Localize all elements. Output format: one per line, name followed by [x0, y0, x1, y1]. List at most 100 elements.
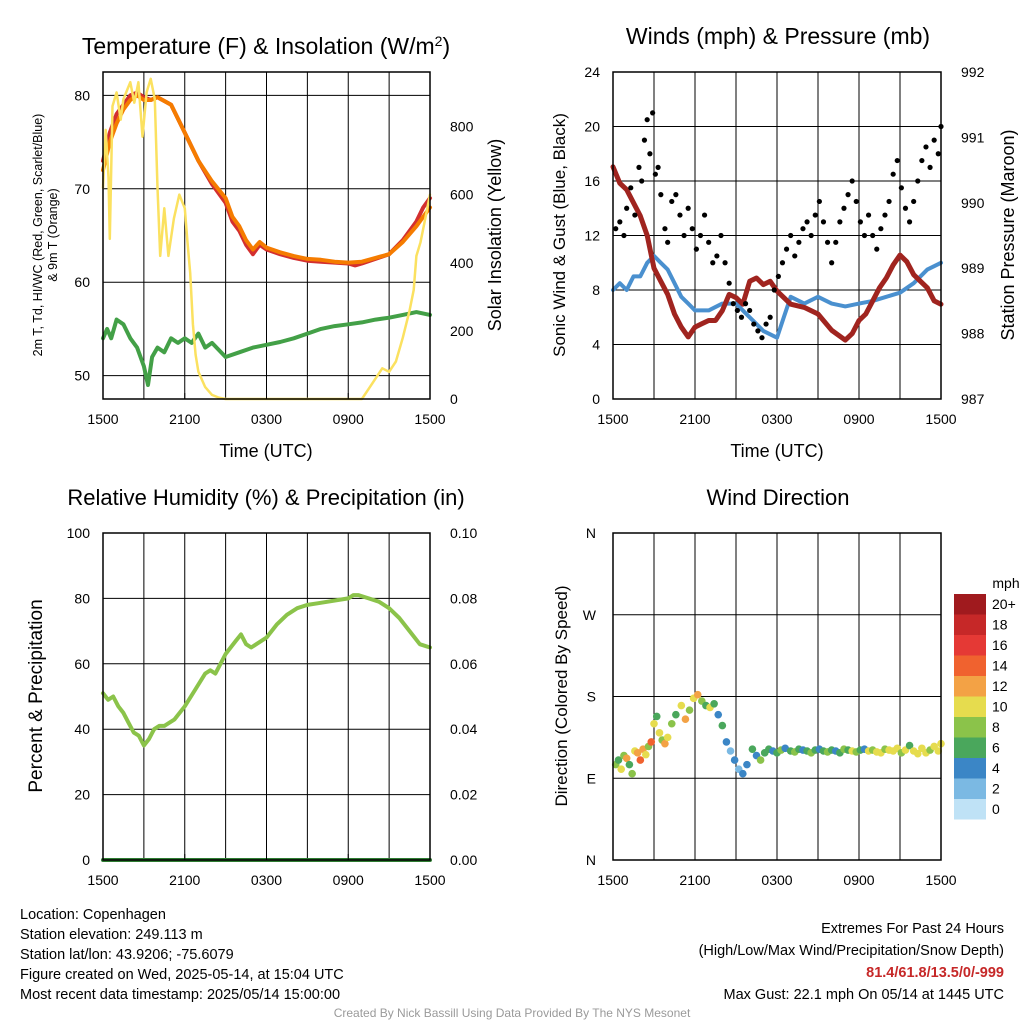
direction-point — [625, 760, 634, 769]
y2-tick-label: 990 — [961, 195, 985, 211]
legend-swatch — [954, 696, 986, 717]
gust-point — [742, 301, 749, 307]
direction-point — [633, 749, 642, 757]
relative-humidity-line — [101, 593, 432, 748]
y2-tick-label: 600 — [450, 187, 474, 203]
direction-point — [650, 719, 658, 728]
y-tick-label: 60 — [74, 656, 90, 672]
direction-point — [672, 710, 680, 719]
y2-tick-label: 988 — [961, 326, 985, 342]
gust-point — [931, 137, 937, 143]
gust-point — [693, 246, 699, 252]
x-tick-label: 1500 — [414, 872, 445, 888]
y2-tick-label: 0.00 — [450, 852, 477, 868]
y-tick-label: E — [587, 770, 596, 786]
gust-point — [632, 212, 638, 218]
legend-label: 18 — [992, 617, 1008, 633]
gust-point — [697, 232, 704, 239]
y-axis-label: Direction (Colored By Speed) — [552, 585, 571, 806]
legend-swatch — [954, 737, 986, 758]
y-tick-label: 80 — [74, 87, 90, 103]
direction-point — [622, 754, 631, 763]
gust-point — [706, 239, 712, 245]
y-tick-label: 100 — [67, 525, 91, 541]
gust-point — [796, 239, 802, 245]
y2-tick-label: 0.06 — [450, 656, 477, 672]
gust-point — [906, 219, 913, 225]
gust-point — [714, 253, 720, 259]
gust-point — [655, 164, 661, 170]
gust-point — [800, 226, 806, 232]
direction-point — [693, 690, 702, 699]
direction-point — [663, 733, 672, 742]
y2-tick-label: 200 — [450, 323, 474, 339]
legend-swatch — [954, 635, 986, 656]
y2-axis-label: Station Pressure (Maroon) — [998, 129, 1018, 340]
y-tick-label: 0 — [592, 391, 600, 407]
gust-point — [685, 205, 691, 211]
legend-label: 8 — [992, 719, 1000, 735]
gust-point — [779, 260, 786, 266]
direction-point — [934, 747, 943, 755]
x-tick-label: 0300 — [251, 872, 282, 888]
y-tick-label: 16 — [584, 173, 600, 189]
y-tick-label: 20 — [74, 787, 90, 803]
legend-title: mph — [992, 575, 1019, 591]
direction-point — [913, 749, 922, 758]
y-tick-label: W — [583, 607, 597, 623]
panel-title-temperature: Temperature (F) & Insolation (W/m2) — [82, 33, 450, 59]
gust-point — [726, 280, 732, 286]
legend-label: 2 — [992, 781, 1000, 797]
station-info: Location: Copenhagen Station elevation: … — [20, 905, 344, 1005]
gust-point — [730, 301, 736, 307]
panel-title-wind-direction: Wind Direction — [706, 485, 849, 510]
direction-point — [714, 710, 723, 719]
gust-point — [673, 192, 679, 198]
gust-point — [639, 178, 645, 184]
extremes-title: Extremes For Past 24 Hours — [821, 921, 1004, 937]
gust-point — [824, 239, 831, 245]
gust-point — [902, 205, 909, 211]
y2-tick-label: 0.02 — [450, 787, 477, 803]
gust-point — [837, 219, 843, 225]
direction-point — [905, 741, 914, 750]
y-tick-label: S — [587, 689, 596, 705]
recent-data-text: Most recent data timestamp: 2025/05/14 1… — [20, 987, 341, 1003]
extremes-box: Extremes For Past 24 Hours (High/Low/Max… — [699, 918, 1004, 1006]
gust-point — [734, 307, 740, 314]
gust-point — [636, 164, 642, 170]
y-tick-label: 24 — [584, 64, 600, 80]
y-tick-label: 60 — [74, 274, 90, 290]
direction-point — [739, 769, 747, 778]
direction-point — [667, 719, 676, 728]
plot-frame — [612, 71, 942, 400]
temperature-panel: Temperature (F) & Insolation (W/m2) 1500… — [31, 33, 505, 461]
gust-point — [658, 192, 664, 198]
y-tick-label: N — [586, 525, 596, 541]
y2-tick-label: 0.04 — [450, 721, 477, 737]
y2-tick-label: 989 — [961, 260, 985, 276]
y2-tick-label: 0.08 — [450, 590, 477, 606]
gust-point — [767, 314, 773, 320]
direction-point — [681, 715, 690, 724]
direction-point — [652, 712, 661, 721]
gust-point — [613, 226, 619, 232]
y-tick-label: N — [586, 852, 596, 868]
plot-frame — [102, 71, 431, 400]
legend-swatch — [954, 778, 986, 799]
plot-frame — [612, 532, 942, 861]
direction-point — [628, 769, 636, 778]
gust-point — [722, 260, 728, 266]
y2-tick-label: 800 — [450, 119, 474, 135]
gust-point — [865, 212, 872, 218]
y-tick-label: 8 — [592, 282, 600, 298]
gust-point — [841, 205, 847, 211]
y2-axis-label: Solar Insolation (Yellow) — [485, 139, 505, 331]
y2-tick-label: 987 — [961, 391, 985, 407]
gust-point — [874, 246, 880, 252]
gust-point — [861, 232, 868, 239]
location-text: Location: Copenhagen — [20, 907, 166, 923]
y-axis-label-line2: & 9m T (Orange) — [46, 188, 60, 281]
legend-swatch — [954, 758, 986, 779]
